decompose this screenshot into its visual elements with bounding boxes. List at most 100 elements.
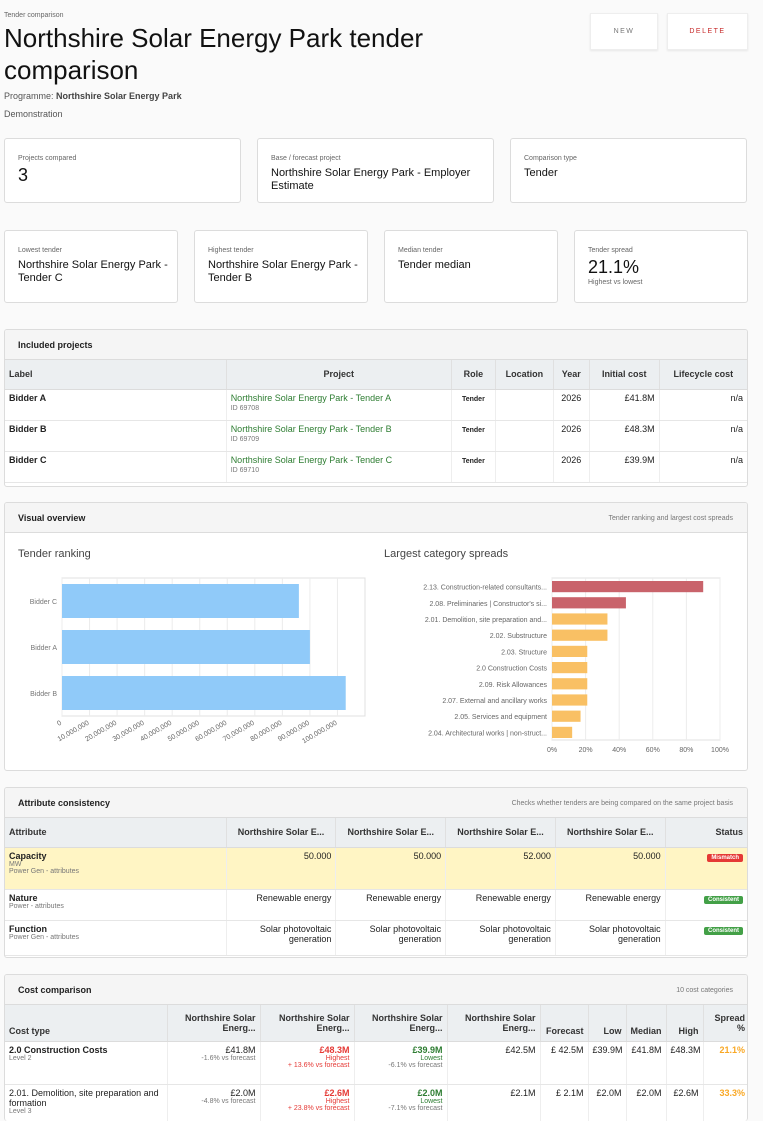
summary-card-base: Base / forecast project Northshire Solar…: [257, 138, 494, 203]
col-spread[interactable]: Spread %: [703, 1005, 747, 1042]
col-median[interactable]: Median: [626, 1005, 667, 1042]
card-value: 3: [18, 165, 29, 185]
panel-title: Attribute consistency: [18, 798, 111, 808]
card-value: Northshire Solar Energy Park - Employer …: [271, 167, 471, 192]
row-lifecycle-cost: n/a: [659, 420, 747, 452]
delete-button[interactable]: DELETE: [667, 13, 748, 50]
col-low[interactable]: Low: [588, 1005, 627, 1042]
panel-title: Cost comparison: [18, 985, 92, 995]
attribute-value: Renewable energy: [555, 889, 666, 921]
table-row: Bidder B Northshire Solar Energy Park - …: [5, 420, 747, 452]
col-tender[interactable]: Northshire Solar E...: [335, 818, 447, 848]
card-label: Lowest tender: [18, 247, 62, 254]
summary-card-spread: Tender spread 21.1% Highest vs lowest: [574, 230, 748, 303]
table-row: Function Power Gen - attributes Solar pho…: [5, 920, 747, 956]
project-link[interactable]: Northshire Solar Energy Park - Tender C: [230, 454, 393, 465]
x-tick-label: 0: [56, 720, 63, 728]
breadcrumb: Tender comparison: [4, 12, 64, 19]
bar: [62, 630, 310, 664]
x-tick-label: 0%: [547, 747, 557, 754]
bar: [62, 584, 299, 618]
tender-tag: Lowest: [420, 1054, 443, 1062]
project-link[interactable]: Northshire Solar Energy Park - Tender A: [230, 392, 392, 403]
summary-card-lowest: Lowest tender Northshire Solar Energy Pa…: [4, 230, 178, 303]
attribute-value: Solar photovoltaic generation: [445, 920, 556, 956]
bar: [552, 694, 588, 706]
col-label[interactable]: Label: [5, 360, 227, 390]
cost-type-cell: 2.01. Demolition, site preparation and f…: [5, 1084, 168, 1121]
col-tender[interactable]: Northshire Solar E...: [555, 818, 666, 848]
card-value: Tender median: [398, 259, 471, 271]
col-tender[interactable]: Northshire Solar E...: [445, 818, 556, 848]
row-role: Tender: [451, 420, 496, 452]
y-category-label: Bidder B: [30, 691, 57, 698]
panel-header: Attribute consistency Checks whether ten…: [5, 788, 747, 818]
status-badge: Mismatch: [707, 853, 743, 862]
col-location[interactable]: Location: [495, 360, 554, 390]
spread-cell: 21.1%: [703, 1041, 747, 1085]
row-role: Tender: [451, 451, 496, 483]
cost-comparison-panel: Cost comparison 10 cost categories Cost …: [4, 974, 748, 1121]
table-row: Bidder A Northshire Solar Energy Park - …: [5, 389, 747, 421]
card-label: Projects compared: [18, 155, 77, 162]
tender-tag: Highest: [325, 1054, 350, 1062]
col-tender[interactable]: Northshire Solar Energ...: [447, 1005, 541, 1042]
col-role[interactable]: Role: [451, 360, 496, 390]
panel-subtitle: Checks whether tenders are being compare…: [511, 800, 733, 807]
new-button[interactable]: NEW: [590, 13, 658, 50]
col-tender[interactable]: Northshire Solar Energ...: [354, 1005, 448, 1042]
col-project[interactable]: Project: [226, 360, 452, 390]
row-lifecycle-cost: n/a: [659, 389, 747, 421]
col-forecast[interactable]: Forecast: [540, 1005, 589, 1042]
included-projects-table: Label Project Role Location Year Initial…: [5, 360, 747, 483]
tender-b-cell: £48.3M Highest + 13.6% vs forecast: [260, 1041, 355, 1085]
median-cell: £41.8M: [626, 1041, 667, 1085]
page-title: Northshire Solar Energy Park tender comp…: [4, 23, 424, 85]
col-status[interactable]: Status: [665, 818, 747, 848]
panel-subtitle: Tender ranking and largest cost spreads: [608, 515, 733, 522]
tender-tag: Lowest: [420, 1097, 443, 1105]
col-high[interactable]: High: [666, 1005, 704, 1042]
y-category-label: 2.05. Services and equipment: [454, 714, 547, 721]
card-label: Median tender: [398, 247, 443, 254]
y-category-label: 2.03. Structure: [501, 649, 547, 656]
table-row: Nature Power - attributes Renewable energ…: [5, 889, 747, 921]
bar: [552, 581, 704, 593]
status-cell: Consistent: [665, 920, 747, 956]
bar: [552, 662, 588, 674]
col-tender[interactable]: Northshire Solar Energ...: [167, 1005, 261, 1042]
y-category-label: 2.09. Risk Allowances: [479, 682, 548, 689]
col-year[interactable]: Year: [553, 360, 590, 390]
col-tender[interactable]: Northshire Solar E...: [226, 818, 337, 848]
panel-header: Cost comparison 10 cost categories: [5, 975, 747, 1005]
spread-chart-title: Largest category spreads: [384, 548, 509, 560]
col-initial-cost[interactable]: Initial cost: [589, 360, 660, 390]
card-value: 21.1%: [588, 257, 640, 277]
bar: [552, 678, 588, 690]
tender-c-cell: £2.0M Lowest -7.1% vs forecast: [354, 1084, 448, 1121]
attribute-group: Power - attributes: [9, 902, 64, 910]
y-category-label: 2.08. Preliminaries | Constructor's si..…: [429, 601, 547, 608]
table-row: Capacity MW Power Gen - attributes 50.000 …: [5, 847, 747, 890]
bar: [552, 710, 581, 722]
col-tender[interactable]: Northshire Solar Energ...: [260, 1005, 355, 1042]
project-link[interactable]: Northshire Solar Energy Park - Tender B: [230, 423, 392, 434]
cost-level: Level 3: [9, 1107, 32, 1115]
attribute-cell: Function Power Gen - attributes: [5, 920, 227, 956]
attribute-value: Solar photovoltaic generation: [555, 920, 666, 956]
attribute-name: Function: [9, 923, 47, 934]
tender-c-cell: £39.9M Lowest -6.1% vs forecast: [354, 1041, 448, 1085]
attribute-cell: Capacity MW Power Gen - attributes: [5, 847, 227, 890]
card-label: Comparison type: [524, 155, 577, 162]
panel-title: Visual overview: [18, 513, 86, 523]
y-category-label: 2.13. Construction-related consultants..…: [423, 585, 547, 592]
col-cost-type[interactable]: Cost type: [5, 1005, 168, 1042]
status-badge: Consistent: [703, 895, 743, 904]
x-tick-label: 60%: [646, 747, 660, 754]
row-location: [495, 420, 554, 452]
col-lifecycle-cost[interactable]: Lifecycle cost: [659, 360, 747, 390]
col-attribute[interactable]: Attribute: [5, 818, 227, 848]
